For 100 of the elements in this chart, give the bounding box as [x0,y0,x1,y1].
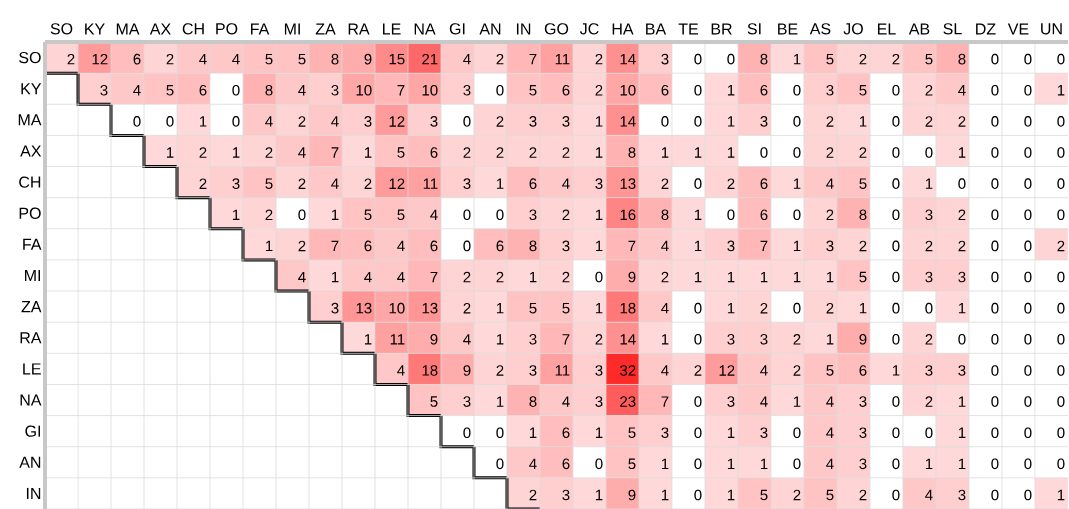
data-label: 0 [1024,334,1032,345]
data-label: 6 [859,365,867,376]
data-label: 7 [760,240,768,252]
y-tick-label: IN [26,487,41,499]
data-label: 3 [925,365,933,376]
data-label: 1 [496,178,504,189]
data-label: 1 [364,334,372,345]
data-label: 0 [892,116,900,127]
data-label: 0 [1024,53,1032,65]
data-label: 0 [694,396,702,407]
data-label: 0 [232,116,240,127]
data-label: 6 [430,240,438,252]
data-label: 0 [892,271,900,283]
y-tick-label: AN [19,456,41,468]
data-label: 6 [133,53,141,65]
data-label: 2 [265,147,273,158]
data-label: 0 [793,302,801,314]
data-label: 2 [793,489,801,501]
x-tick-label: EL [878,23,896,35]
x-tick-label: BE [778,23,798,35]
data-label: 5 [397,209,405,221]
data-label: 0 [991,53,999,65]
data-label: 5 [826,489,834,501]
data-label: 5 [397,147,405,158]
data-label: 0 [991,458,999,470]
data-label: 1 [793,178,801,189]
x-tick-label: VE [1007,23,1029,35]
data-label: 15 [389,53,405,65]
data-label: 1 [826,334,834,345]
data-label: 2 [364,178,372,189]
data-label: 0 [793,458,801,470]
data-label: 0 [991,427,999,439]
data-label: 0 [925,427,933,439]
data-label: 1 [694,271,702,283]
y-tick-label: MI [25,269,40,281]
data-label: 4 [925,489,933,501]
data-label: 0 [793,209,801,221]
data-label: 6 [199,84,207,96]
data-label: 2 [661,178,669,189]
data-label: 3 [562,489,570,501]
data-label: 3 [529,209,537,221]
data-label: 13 [356,302,372,314]
data-label: 1 [595,427,603,438]
data-label: 0 [1057,334,1065,345]
data-label: 1 [331,271,339,283]
data-label: 9 [628,271,636,283]
data-label: 0 [232,84,240,96]
data-label: 4 [397,365,405,376]
data-label: 2 [463,147,471,158]
data-label: 4 [529,458,537,470]
x-tick-label: JC [579,23,599,35]
data-label: 1 [595,240,603,252]
data-label: 4 [298,271,306,283]
data-label: 2 [661,271,669,283]
data-label: 1 [694,147,702,158]
data-label: 6 [430,147,438,158]
data-label: 23 [620,396,636,407]
data-label: 2 [265,209,273,221]
data-label: 0 [892,147,900,158]
data-label: 1 [892,365,900,376]
data-label: 2 [562,271,570,283]
data-label: 2 [496,53,504,65]
y-tick-label: CH [19,176,41,188]
data-label: 4 [133,85,141,96]
data-label: 2 [859,240,867,252]
data-label: 1 [727,116,735,127]
data-label: 1 [661,458,669,470]
data-label: 2 [166,53,174,65]
data-label: 0 [1057,302,1065,314]
data-label: 0 [1024,84,1032,96]
data-label: 0 [1024,365,1032,376]
data-label: 0 [892,302,900,314]
data-label: 10 [422,84,438,96]
data-label: 11 [423,178,438,189]
data-label: 4 [760,396,768,407]
data-label: 3 [529,334,537,345]
data-label: 0 [463,427,471,439]
data-label: 0 [892,489,900,501]
data-label: 0 [1024,240,1032,252]
data-label: 18 [422,365,438,376]
data-label: 4 [199,53,207,65]
data-label: 3 [562,116,570,127]
data-label: 0 [925,302,933,314]
data-label: 2 [1057,240,1065,252]
data-label: 4 [562,178,570,189]
x-tick-label: LE [383,23,401,35]
data-label: 2 [925,334,933,345]
data-label: 3 [595,396,603,407]
data-label: 0 [892,178,900,189]
data-label: 0 [1024,427,1032,439]
data-label: 4 [463,53,471,65]
x-tick-label: TE [678,23,699,35]
data-label: 1 [694,209,702,220]
data-label: 1 [595,303,603,314]
data-label: 0 [463,116,471,127]
data-label: 3 [727,396,735,407]
data-label: 0 [1024,396,1032,407]
data-label: 3 [760,427,768,439]
x-tick-label: AX [149,23,171,35]
data-label: 2 [925,240,933,252]
